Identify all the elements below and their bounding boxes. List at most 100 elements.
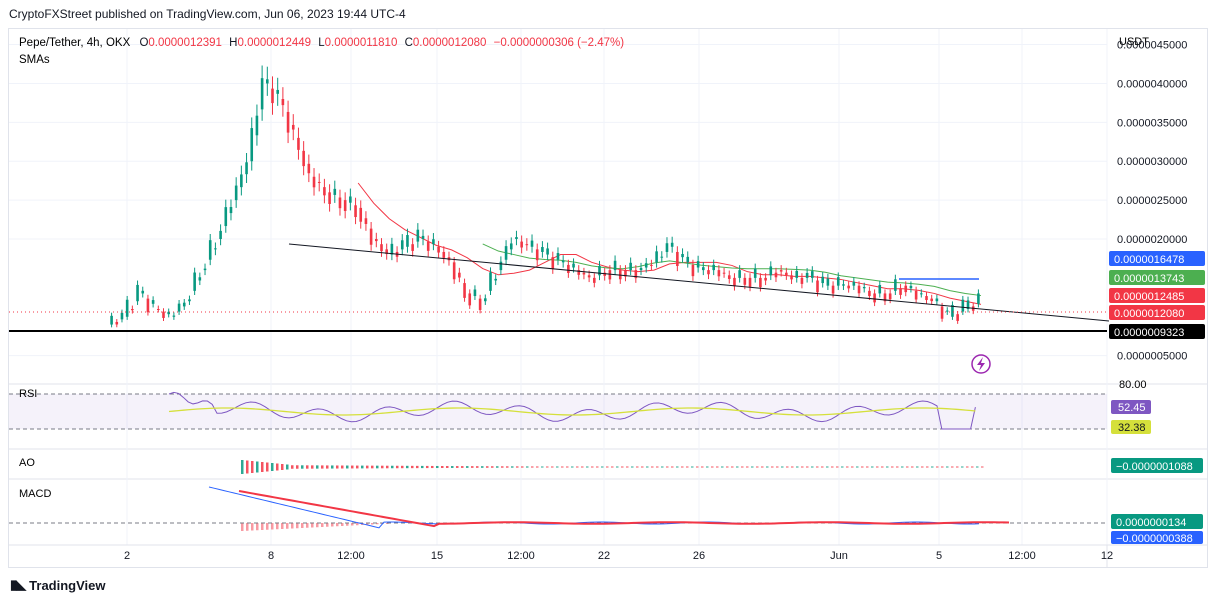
ao-bar — [536, 466, 539, 468]
macd-hist-bar — [321, 523, 324, 527]
candle-body — [836, 277, 840, 286]
ao-bar — [771, 466, 774, 468]
candle-body — [805, 272, 809, 278]
candle-body — [234, 185, 238, 201]
candle-body — [411, 244, 414, 251]
ao-bar — [666, 466, 669, 468]
trendline[interactable] — [288, 243, 1110, 322]
candle-body — [343, 200, 347, 212]
macd-histogram — [241, 523, 389, 531]
candle-body — [115, 321, 119, 325]
ao-bar — [681, 466, 684, 468]
candle-body — [177, 303, 181, 312]
ao-bar — [461, 466, 464, 468]
candle-body — [572, 263, 575, 268]
ao-bar — [801, 466, 804, 468]
ao-bar — [661, 466, 664, 468]
candle-body — [276, 89, 279, 94]
candle-body — [873, 293, 876, 303]
ao-bar — [346, 465, 349, 469]
ao-bar — [811, 466, 814, 468]
candle-body — [369, 228, 373, 245]
ao-bar — [596, 466, 599, 468]
ao-bar — [401, 465, 404, 469]
candle-body — [779, 270, 783, 272]
macd-hist-bar — [356, 523, 359, 526]
candle-body — [795, 270, 799, 278]
macd-hist-bar — [241, 523, 244, 531]
ao-bar — [876, 466, 879, 468]
footer-brand[interactable]: ▮◣ TradingView — [10, 577, 106, 593]
ao-bar — [331, 465, 334, 469]
ao-bar — [411, 465, 414, 469]
macd-hist-bar — [306, 523, 309, 528]
x-tick-label: 22 — [598, 550, 610, 562]
candle-body — [681, 253, 684, 258]
indicator-label: SMAs — [19, 54, 50, 66]
ao-bar — [766, 466, 769, 468]
y-tick-label: 0.0000035000 — [1117, 117, 1187, 129]
ao-bar — [946, 466, 949, 468]
candle-body — [535, 249, 539, 261]
ao-bar — [726, 466, 729, 468]
candle-body — [245, 162, 248, 175]
ao-bar — [866, 466, 869, 468]
ao-bar — [471, 466, 474, 468]
macd-hist-bar — [311, 523, 314, 528]
candle-body — [120, 312, 124, 320]
rsi-ma-value-label: 32.38 — [1111, 420, 1151, 434]
candle-body — [302, 150, 305, 167]
candle-body — [717, 270, 721, 277]
flash-icon[interactable] — [971, 354, 991, 374]
chart-svg[interactable]: Pepe/Tether, 4h, OKX O0.0000012391 H0.00… — [9, 29, 1207, 567]
candle-body — [945, 310, 949, 312]
ao-bar — [651, 466, 654, 468]
ao-bar — [676, 466, 679, 468]
candle-body — [136, 284, 139, 302]
candle-body — [240, 174, 243, 188]
macd-hist-bar — [281, 523, 284, 529]
chart-frame: Pepe/Tether, 4h, OKX O0.0000012391 H0.00… — [8, 28, 1208, 568]
ao-bar — [416, 465, 419, 469]
signal-line — [238, 490, 1010, 528]
y-tick-label: 0.0000005000 — [1117, 351, 1187, 363]
candle-body — [930, 298, 933, 302]
candle-body — [966, 300, 970, 309]
sma-red-label-bg — [1109, 288, 1205, 303]
candle-body — [281, 99, 285, 106]
ao-bar — [796, 466, 799, 468]
ao-bar — [581, 466, 584, 468]
candle-body — [266, 79, 269, 84]
ao-bar — [516, 466, 519, 468]
support-label: 0.0000009323 — [1114, 327, 1184, 339]
ao-bar — [966, 466, 969, 468]
ao-bar — [301, 465, 304, 469]
ao-bar — [941, 466, 944, 468]
ao-bar — [636, 466, 639, 468]
candle-body — [748, 277, 752, 287]
sma-blue-label-bg — [1109, 251, 1205, 266]
ao-bar — [366, 465, 369, 469]
ao-bar — [691, 466, 694, 468]
candle-body — [639, 267, 643, 271]
candle-body — [816, 280, 819, 293]
x-tick-label: 15 — [431, 550, 443, 562]
candle-body — [774, 272, 778, 278]
ao-bar — [321, 465, 324, 469]
candle-body — [489, 272, 492, 291]
candle-body — [307, 163, 311, 174]
ao-bar — [916, 466, 919, 468]
candle-body — [644, 263, 648, 268]
macd-hist-bar — [261, 523, 264, 530]
candle-body — [333, 188, 337, 195]
ao-bar — [286, 464, 289, 470]
ao-bar — [856, 466, 859, 468]
sma-lines — [357, 182, 982, 305]
candle-body — [883, 293, 887, 302]
candle-body — [504, 246, 508, 260]
y-axis-ticks: 0.0000045000 0.0000040000 0.0000035000 0.00… — [1117, 40, 1187, 363]
candle-body — [660, 256, 664, 258]
candle-body — [125, 299, 129, 317]
y-tick-label: 0.0000020000 — [1117, 234, 1187, 246]
candle-body — [785, 272, 788, 276]
